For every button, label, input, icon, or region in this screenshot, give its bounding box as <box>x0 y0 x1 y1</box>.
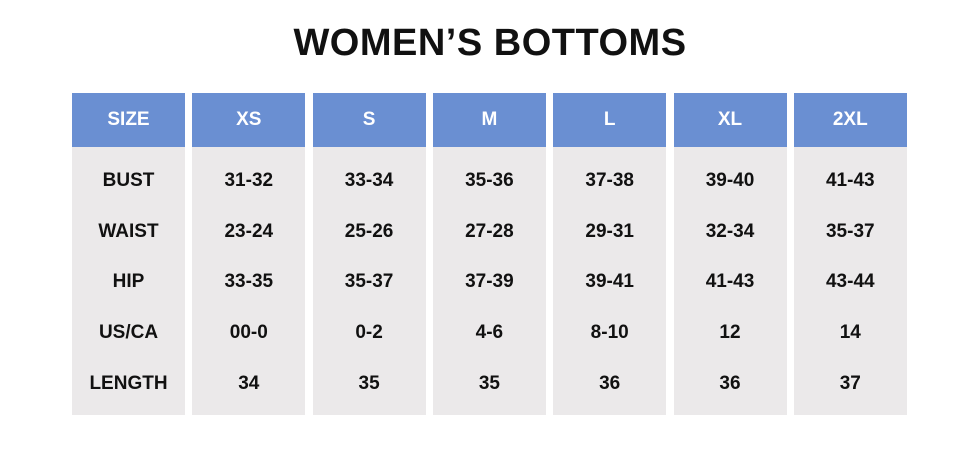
row-label: HIP <box>112 271 145 293</box>
table-cell: 35-37 <box>825 220 875 242</box>
table-cell: 39-40 <box>705 170 755 191</box>
header-cell: SIZE <box>72 93 185 147</box>
table-cell: 37-38 <box>585 170 634 191</box>
row-label: WAIST <box>98 220 159 242</box>
header-cell: 2XL <box>793 93 907 147</box>
table-cell: 33-35 <box>224 271 274 293</box>
table-cell: 14 <box>839 322 861 344</box>
table-column: XL 39-40 32-34 41-43 12 36 <box>673 93 787 415</box>
table-cell: 00-0 <box>229 322 268 344</box>
header-cell: M <box>432 93 546 147</box>
table-cell: 35-36 <box>465 170 514 191</box>
table-cell: 31-32 <box>224 170 274 191</box>
table-cell: 25-26 <box>344 220 394 242</box>
table-cell: 4-6 <box>475 322 504 344</box>
table-cell: 12 <box>719 322 741 344</box>
table-cell: 35-37 <box>344 271 394 293</box>
table-cell: 33-34 <box>344 170 394 191</box>
table-cell: 27-28 <box>465 220 514 242</box>
header-cell: L <box>553 93 667 147</box>
table-column: 2XL 41-43 35-37 43-44 14 37 <box>793 93 907 415</box>
table-cell: 37 <box>839 372 861 394</box>
row-label: US/CA <box>98 322 159 344</box>
table-cell: 8-10 <box>590 322 629 344</box>
table-cell: 37-39 <box>465 271 514 293</box>
title: WOMEN’S BOTTOMS <box>293 22 687 64</box>
table-cell: 34 <box>238 372 260 394</box>
table-cell: 32-34 <box>705 220 755 242</box>
table-cell: 35 <box>358 372 380 394</box>
row-label: LENGTH <box>89 372 168 394</box>
table-cell: 23-24 <box>224 220 274 242</box>
table-column: S 33-34 25-26 35-37 0-2 35 <box>312 93 426 415</box>
table-cell: 0-2 <box>355 322 383 344</box>
table-column: M 35-36 27-28 37-39 4-6 35 <box>432 93 546 415</box>
table-cell: 36 <box>599 372 621 394</box>
header-cell: S <box>312 93 426 147</box>
table-cell: 29-31 <box>585 220 634 242</box>
header-cell: XS <box>192 93 306 147</box>
table-cell: 43-44 <box>825 271 875 293</box>
table-cell: 41-43 <box>825 170 875 191</box>
table-column: SIZE BUST WAIST HIP US/CA LENGTH <box>72 93 185 415</box>
table-cell: 41-43 <box>705 271 755 293</box>
table-cell: 39-41 <box>585 271 634 293</box>
row-label: BUST <box>102 170 155 191</box>
header-cell: XL <box>673 93 787 147</box>
table-cell: 36 <box>719 372 741 394</box>
table-cell: 35 <box>478 372 500 394</box>
table-column: L 37-38 29-31 39-41 8-10 36 <box>553 93 667 415</box>
table-column: XS 31-32 23-24 33-35 00-0 34 <box>192 93 306 415</box>
